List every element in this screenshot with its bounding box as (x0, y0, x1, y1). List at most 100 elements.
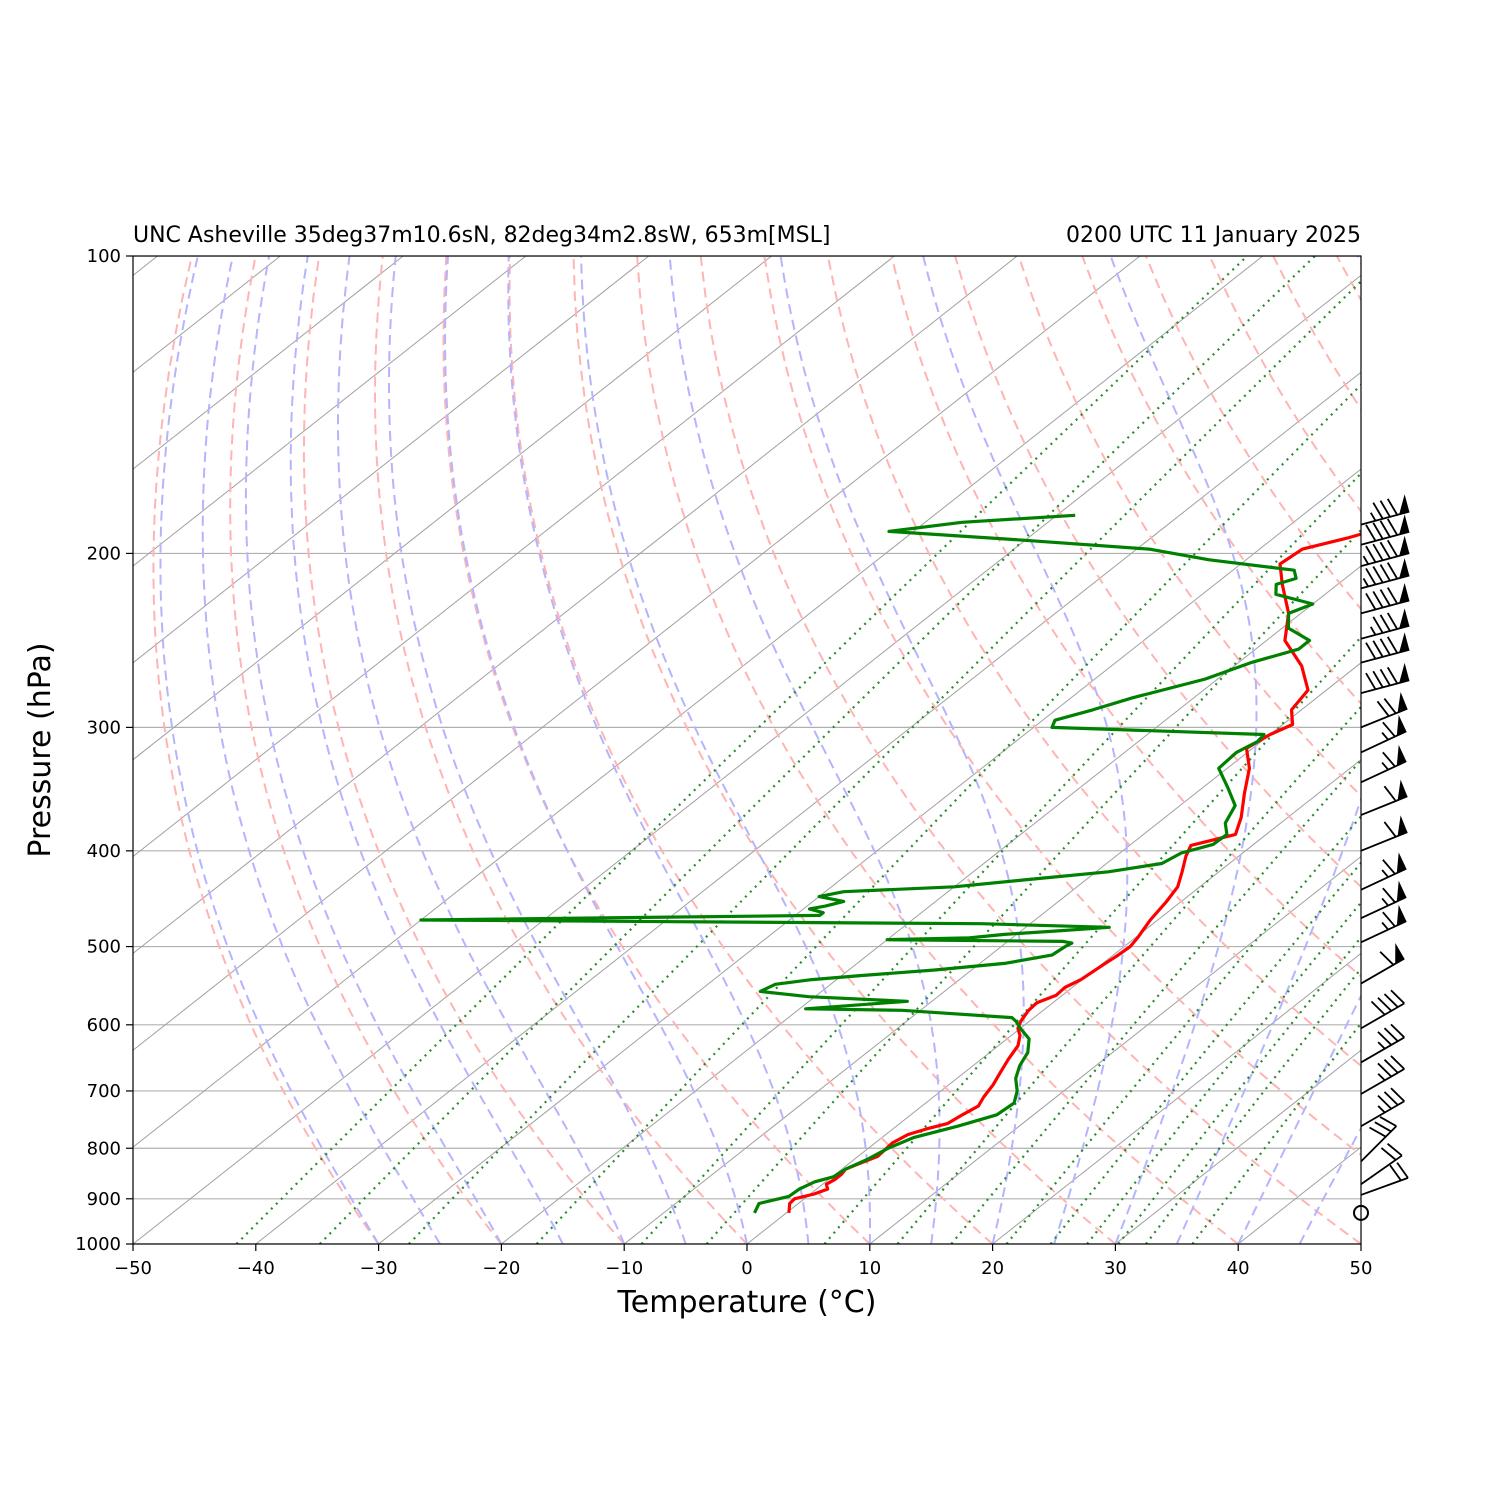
mixing-ratio-line (1117, 935, 1361, 1244)
wind-barb (1360, 852, 1407, 891)
isotherm-line (746, 759, 1361, 1244)
barb-full (1365, 642, 1377, 660)
chart-title-left: UNC Asheville 35deg37m10.6sN, 82deg34m2.… (133, 223, 830, 248)
wind-barb (1360, 632, 1410, 664)
barb-full (1386, 498, 1398, 516)
barb-full (1383, 1091, 1399, 1106)
barb-shaft (1360, 1177, 1409, 1196)
barb-pennant (1396, 852, 1407, 874)
x-tick-label: 40 (1227, 1258, 1250, 1279)
barb-half (1377, 1073, 1386, 1081)
chart-title-right: 0200 UTC 11 January 2025 (1066, 223, 1361, 248)
dry-adiabat-line (1400, 256, 1500, 1244)
barb-shaft (1360, 679, 1410, 695)
moist-adiabat-line (580, 256, 871, 1244)
dewpoint-profile-line (419, 513, 1315, 1214)
moist-adiabat-line (922, 256, 1129, 1244)
y-tick-label: 200 (87, 543, 121, 564)
wind-barb (1360, 608, 1410, 640)
barb-full (1372, 670, 1384, 688)
x-tick-label: 0 (741, 1258, 752, 1279)
barb-pennant (1396, 904, 1407, 926)
barb-pennant (1396, 714, 1407, 736)
barb-full (1372, 591, 1384, 609)
moist-adiabat-line (1109, 256, 1258, 1244)
barb-pennant (1399, 632, 1410, 653)
isotherm-line (1360, 1243, 1361, 1244)
barb-full (1379, 589, 1391, 607)
moist-adiabat-line (668, 256, 941, 1244)
wind-barb (1360, 1087, 1405, 1128)
wind-barb (1360, 1116, 1397, 1163)
barb-full (1382, 721, 1396, 738)
isotherm-line (255, 371, 1361, 1244)
isotherm-line (623, 662, 1361, 1244)
moist-adiabat-line (387, 256, 687, 1244)
barb-shaft (1360, 831, 1408, 852)
wind-barb (1360, 714, 1407, 754)
barb-full (1365, 592, 1377, 610)
wind-barb (1360, 989, 1405, 1030)
y-axis-ticks: 1000 900 800 700 600 500 400 300 200 100 (75, 246, 133, 1255)
mixing-ratio-line (896, 705, 1361, 1244)
isotherm-line (133, 256, 772, 761)
barb-pennant (1399, 558, 1410, 579)
wind-barb (1360, 583, 1410, 615)
mixing-ratio-line (1086, 900, 1361, 1244)
barb-full (1365, 567, 1377, 585)
isotherm-line (501, 565, 1361, 1244)
wind-barb (1360, 1162, 1409, 1196)
dry-adiabat-line (1272, 256, 1361, 411)
moist-adiabat-line (244, 256, 503, 1244)
barb-half (1381, 761, 1389, 771)
barb-full (1377, 1095, 1392, 1110)
barb-pennant (1399, 583, 1410, 604)
barb-half (1362, 555, 1370, 565)
calm-wind-circle (1353, 1204, 1369, 1221)
dry-adiabat-line (508, 256, 994, 1244)
barb-pennant (1397, 691, 1408, 713)
moist-adiabat-line (507, 256, 810, 1244)
mixing-ratio-line (823, 635, 1361, 1244)
dry-adiabat-line (373, 256, 748, 1244)
wind-barb (1360, 494, 1410, 526)
y-tick-label: 500 (87, 937, 121, 958)
barb-half (1369, 626, 1377, 636)
wind-barb (1360, 1023, 1405, 1064)
moist-adiabat-line (201, 256, 441, 1244)
y-tick-label: 1000 (75, 1234, 121, 1255)
barb-pennant (1397, 779, 1408, 801)
wind-barb (1360, 1142, 1403, 1185)
x-tick-label: 50 (1350, 1258, 1373, 1279)
mixing-ratio-line (535, 383, 1361, 1244)
barb-pennant (1395, 942, 1405, 964)
barb-full (1372, 640, 1384, 658)
barb-full (1383, 1059, 1399, 1074)
dry-adiabat-line (1464, 256, 1500, 1244)
barb-full (1382, 887, 1396, 903)
barb-full (1372, 502, 1384, 520)
barb-full (1382, 911, 1396, 928)
x-tick-label: 20 (981, 1258, 1004, 1279)
isotherm-line (133, 256, 895, 858)
barb-pennant (1396, 744, 1407, 766)
thermodynamic-background (133, 256, 1500, 1244)
barb-shaft (1360, 795, 1408, 816)
barb-shaft (1360, 599, 1410, 615)
isotherm-line (133, 256, 1018, 955)
wind-barb (1360, 662, 1410, 695)
isotherm-line (1484, 256, 1500, 1244)
barb-shaft (1360, 530, 1410, 546)
barb-full (1386, 666, 1398, 684)
y-tick-label: 800 (87, 1138, 121, 1159)
barb-pennant (1399, 494, 1410, 515)
barb-full (1386, 612, 1398, 630)
wind-barb (1360, 815, 1408, 852)
wind-barb (1360, 744, 1407, 784)
mixing-ratio-line (319, 256, 1316, 1244)
barb-full (1383, 1027, 1399, 1042)
isotherm-line (1115, 1049, 1361, 1244)
dry-adiabat-line (954, 256, 1361, 889)
barb-half (1381, 732, 1389, 741)
